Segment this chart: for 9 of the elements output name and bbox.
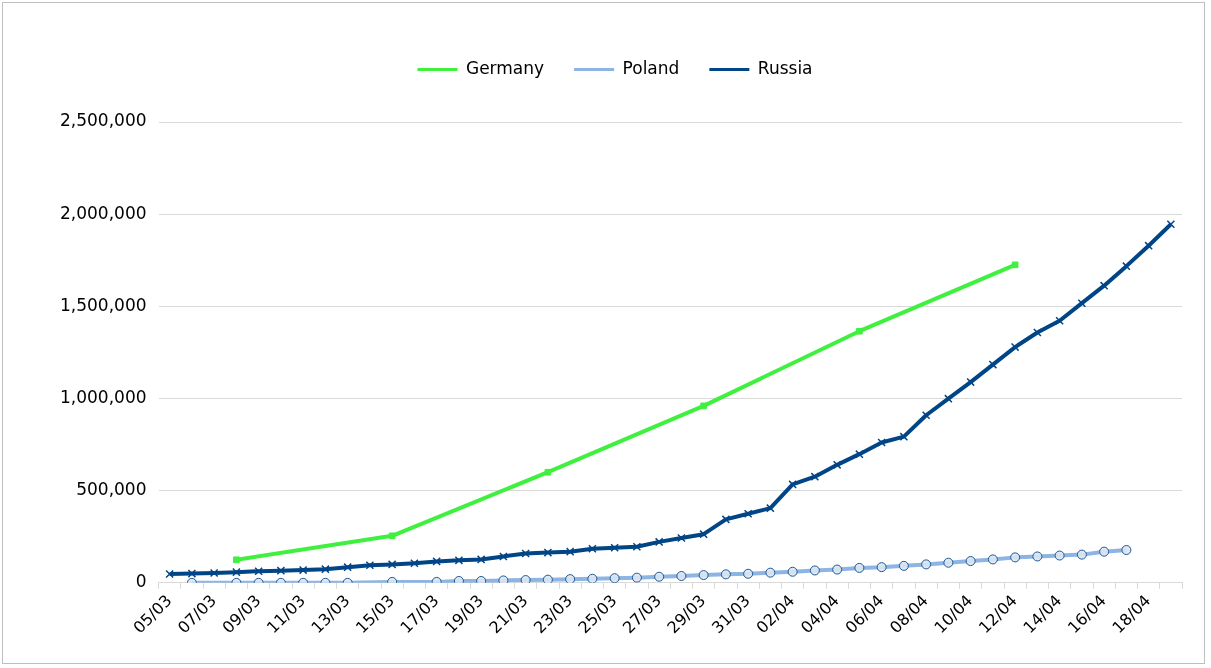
y-tick-label: 1,500,000 [59, 294, 147, 315]
legend-label: Russia [757, 57, 813, 78]
y-tick-label: 2,000,000 [59, 202, 147, 223]
y-tick-label: 0 [135, 571, 147, 592]
y-tick-label: 500,000 [76, 479, 147, 500]
legend-label: Germany [465, 57, 545, 78]
y-tick-label: 2,500,000 [59, 110, 147, 131]
y-tick-label: 1,000,000 [59, 386, 147, 407]
legend-label: Poland [622, 57, 680, 78]
